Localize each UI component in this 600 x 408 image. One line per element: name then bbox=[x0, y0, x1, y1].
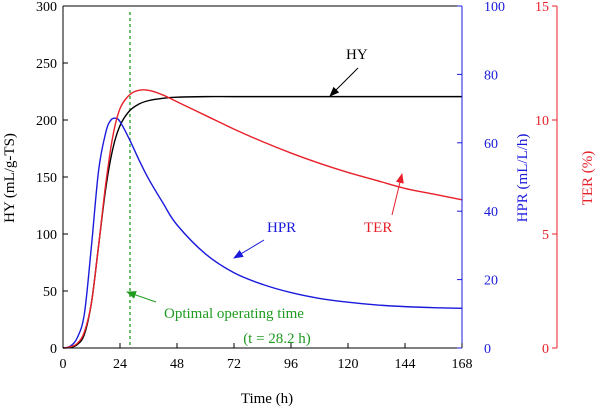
ter-axis-tick-label: 10 bbox=[535, 114, 549, 129]
x-axis-tick-label: 120 bbox=[338, 357, 359, 372]
hpr-axis-title: HPR (mL/L/h) bbox=[515, 134, 531, 223]
hy-annotation-label: HY bbox=[346, 47, 368, 63]
optimal-time-label: Optimal operating time bbox=[164, 306, 304, 322]
hpr-axis-tick-label: 0 bbox=[484, 342, 491, 357]
left-axis-tick-label: 100 bbox=[36, 228, 57, 243]
left-axis-tick-label: 150 bbox=[36, 171, 57, 186]
ter-axis-title: TER (%) bbox=[580, 151, 596, 206]
hpr-annotation-label: HPR bbox=[267, 220, 296, 236]
x-axis-tick-label: 168 bbox=[452, 357, 473, 372]
x-axis-tick-label: 72 bbox=[227, 357, 241, 372]
ter-axis-tick-label: 0 bbox=[542, 342, 549, 357]
hpr-axis-tick-label: 80 bbox=[484, 68, 498, 83]
left-axis-tick-label: 0 bbox=[50, 342, 57, 357]
hy-annotation-arrow bbox=[329, 67, 359, 97]
left-axis-title: HY (mL/g-TS) bbox=[2, 133, 18, 223]
hpr-axis-tick-label: 60 bbox=[484, 137, 498, 152]
x-axis-tick-label: 24 bbox=[113, 357, 127, 372]
left-axis-tick-label: 250 bbox=[36, 57, 57, 72]
ter-axis-tick-label: 15 bbox=[535, 0, 549, 15]
optimal-time-value: (t = 28.2 h) bbox=[243, 331, 311, 347]
hpr-axis-tick-label: 40 bbox=[484, 205, 498, 220]
x-axis-title: Time (h) bbox=[241, 391, 293, 407]
hpr-axis-tick-label: 100 bbox=[484, 0, 505, 15]
x-axis-tick-label: 48 bbox=[170, 357, 184, 372]
x-axis-tick-label: 96 bbox=[284, 357, 298, 372]
x-axis-tick-label: 144 bbox=[395, 357, 416, 372]
hpr-axis-tick-label: 20 bbox=[484, 274, 498, 289]
left-axis-tick-label: 200 bbox=[36, 114, 57, 129]
left-axis-tick-label: 50 bbox=[43, 285, 57, 300]
hpr-annotation-arrow bbox=[233, 239, 265, 259]
ter-annotation-label: TER bbox=[364, 220, 392, 236]
x-axis-tick-label: 0 bbox=[60, 357, 67, 372]
left-axis-tick-label: 300 bbox=[36, 0, 57, 15]
ter-axis-tick-label: 5 bbox=[542, 228, 549, 243]
series-line-ter bbox=[62, 89, 463, 349]
optimal-time-arrow bbox=[126, 291, 157, 303]
series-line-hpr bbox=[62, 117, 463, 349]
ter-annotation-arrow bbox=[391, 173, 404, 216]
